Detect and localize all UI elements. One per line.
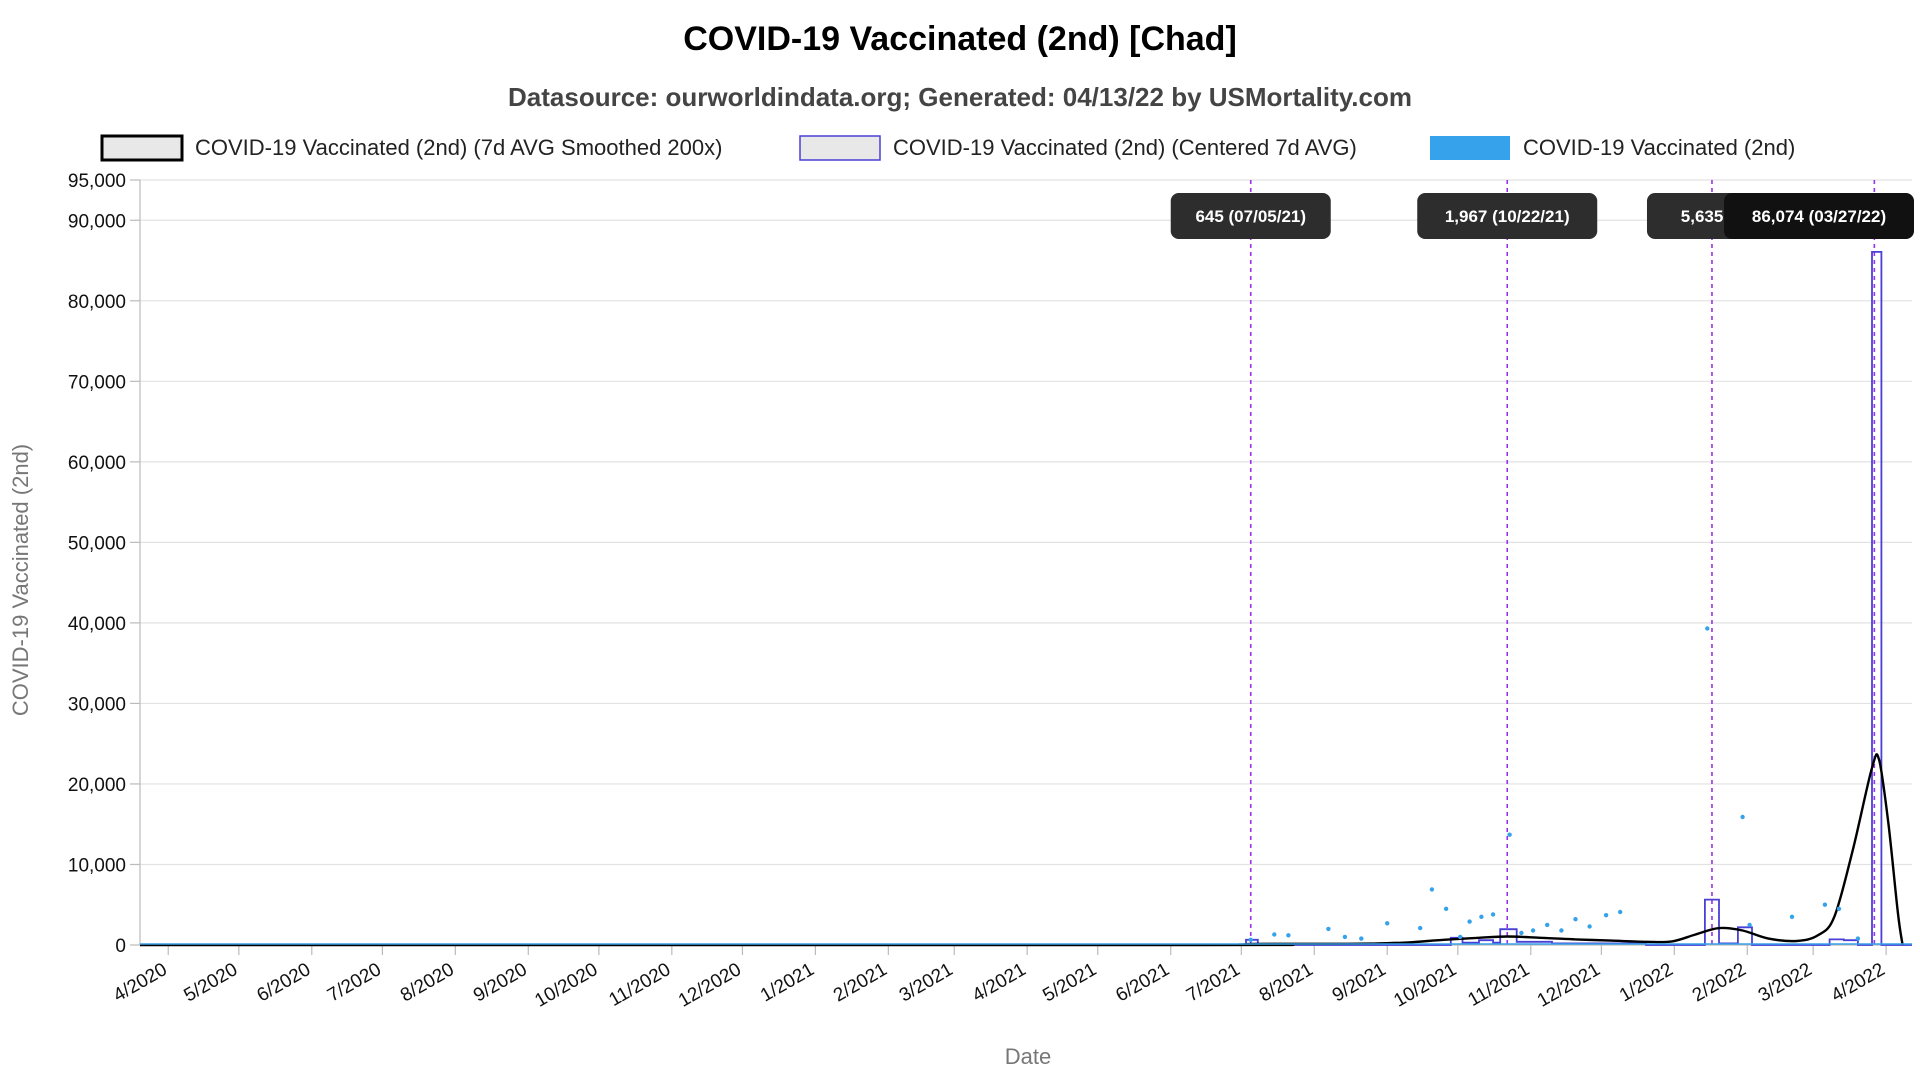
series-daily-point <box>1789 914 1795 919</box>
x-tick-label: 6/2021 <box>1112 959 1173 1006</box>
series-smoothed <box>139 753 1904 947</box>
y-axis: 0 10,000 20,000 30,000 40,000 50,000 60,000 70,… <box>68 171 140 957</box>
legend-swatch-centered <box>799 135 881 161</box>
y-tick-label: 70,000 <box>68 372 126 393</box>
x-tick-label: 8/2020 <box>397 959 458 1006</box>
series-daily-point <box>1740 814 1745 820</box>
legend-item-daily[interactable]: COVID-19 Vaccinated (2nd) <box>1430 135 1795 160</box>
legend-label-daily: COVID-19 Vaccinated (2nd) <box>1523 135 1795 160</box>
annotation-label: 86,074 (03/27/22) <box>1724 193 1914 239</box>
series-daily-point <box>1418 925 1423 931</box>
series-daily-point <box>1836 906 1842 911</box>
x-tick-label: 10/2021 <box>1390 959 1460 1012</box>
annotation-lines <box>1249 180 1876 945</box>
x-tick-label: 2/2021 <box>830 959 891 1006</box>
series-daily-point <box>1443 906 1449 911</box>
annotation-text: 86,074 (03/27/22) <box>1752 207 1886 226</box>
x-tick-label: 3/2021 <box>896 959 957 1006</box>
annotation-box <box>1170 193 1331 239</box>
series-daily-point <box>1458 934 1463 940</box>
series-daily-point <box>1530 928 1536 933</box>
x-tick-label: 7/2021 <box>1183 959 1244 1006</box>
x-tick-label: 5/2020 <box>180 959 241 1006</box>
series-daily-point <box>1467 919 1472 924</box>
annotation-box <box>1417 193 1598 239</box>
legend-swatch-daily <box>1430 136 1510 160</box>
legend-swatch-smoothed <box>100 134 184 162</box>
series-daily-point <box>1519 930 1524 936</box>
x-axis: 4/2020 5/2020 6/2020 7/2020 8/2020 9/2020 10/2… <box>110 945 1889 1012</box>
series-daily-point <box>1326 926 1331 932</box>
series-daily-point <box>1618 909 1623 915</box>
series-daily-point <box>1855 936 1861 941</box>
x-tick-label: 1/2022 <box>1616 959 1677 1006</box>
annotation-label: 645 (07/05/21) <box>1170 193 1331 239</box>
x-tick-label: 10/2020 <box>531 959 601 1012</box>
series-daily-point <box>1603 913 1609 918</box>
gridlines <box>139 179 1912 946</box>
series-daily-point <box>1559 928 1564 933</box>
series-daily-point <box>1272 932 1277 937</box>
series-daily-point <box>1747 922 1752 928</box>
annotation-box <box>1724 193 1914 239</box>
series-daily-point <box>1587 924 1592 929</box>
y-tick-label: 60,000 <box>68 453 126 474</box>
y-tick-label: 90,000 <box>68 211 126 232</box>
x-tick-label: 9/2021 <box>1329 959 1390 1006</box>
y-tick-label: 10,000 <box>68 855 126 876</box>
x-tick-label: 8/2021 <box>1256 959 1317 1006</box>
series-daily-point <box>1248 937 1253 942</box>
y-tick-label: 0 <box>115 936 126 957</box>
series-daily-point <box>1507 832 1512 837</box>
series-daily-point <box>1545 922 1550 928</box>
x-tick-label: 7/2020 <box>324 959 385 1006</box>
series-daily-point <box>1429 887 1435 892</box>
series-daily-point <box>1342 934 1348 940</box>
x-tick-label: 9/2020 <box>470 959 531 1006</box>
annotation-text: 645 (07/05/21) <box>1195 207 1306 226</box>
x-tick-label: 12/2021 <box>1534 959 1604 1012</box>
annotation-label: 1,967 (10/22/21) <box>1417 193 1598 239</box>
series-daily-point <box>1490 912 1496 917</box>
x-tick-label: 4/2022 <box>1828 959 1889 1006</box>
x-tick-label: 1/2021 <box>757 959 818 1006</box>
y-axis-label: COVID-19 Vaccinated (2nd) <box>8 444 33 716</box>
x-tick-label: 6/2020 <box>253 959 314 1006</box>
x-tick-label: 4/2021 <box>969 959 1030 1006</box>
x-tick-label: 11/2020 <box>606 959 675 1011</box>
annotation-text: 1,967 (10/22/21) <box>1445 207 1570 226</box>
series-layer <box>139 251 1912 947</box>
annotation-labels: 645 (07/05/21) 1,967 (10/22/21) 5,635 (0 86… <box>1170 193 1914 239</box>
y-tick-label: 80,000 <box>68 292 126 313</box>
legend-item-smoothed[interactable]: COVID-19 Vaccinated (2nd) (7d AVG Smooth… <box>100 134 722 162</box>
x-tick-label: 4/2020 <box>110 959 171 1006</box>
series-daily-point <box>1822 902 1828 907</box>
series-daily-point <box>1286 933 1291 938</box>
legend-label-smoothed: COVID-19 Vaccinated (2nd) (7d AVG Smooth… <box>195 135 722 160</box>
y-tick-label: 30,000 <box>68 694 126 715</box>
x-tick-label: 3/2022 <box>1755 959 1816 1006</box>
y-tick-label: 95,000 <box>68 171 126 192</box>
y-tick-label: 20,000 <box>68 775 126 796</box>
x-tick-label: 12/2020 <box>675 959 745 1012</box>
legend-label-centered: COVID-19 Vaccinated (2nd) (Centered 7d A… <box>893 135 1357 160</box>
x-tick-label: 2/2022 <box>1689 959 1750 1006</box>
chart-subtitle: Datasource: ourworldindata.org; Generate… <box>508 82 1412 112</box>
x-tick-label: 5/2021 <box>1039 959 1100 1006</box>
x-tick-label: 11/2021 <box>1465 959 1534 1011</box>
x-axis-label: Date <box>1005 1044 1051 1069</box>
series-daily-point <box>1705 626 1710 631</box>
y-tick-label: 40,000 <box>68 614 126 635</box>
legend-item-centered[interactable]: COVID-19 Vaccinated (2nd) (Centered 7d A… <box>799 135 1357 161</box>
chart-title: COVID-19 Vaccinated (2nd) [Chad] <box>683 20 1237 58</box>
legend[interactable]: COVID-19 Vaccinated (2nd) (7d AVG Smooth… <box>100 134 1795 162</box>
y-tick-label: 50,000 <box>68 533 126 554</box>
series-centered-7d-avg <box>140 251 1912 946</box>
series-daily-point <box>1573 917 1578 922</box>
series-daily-point <box>1385 921 1390 926</box>
series-daily-point <box>1479 914 1484 919</box>
series-daily-point <box>1359 936 1364 941</box>
